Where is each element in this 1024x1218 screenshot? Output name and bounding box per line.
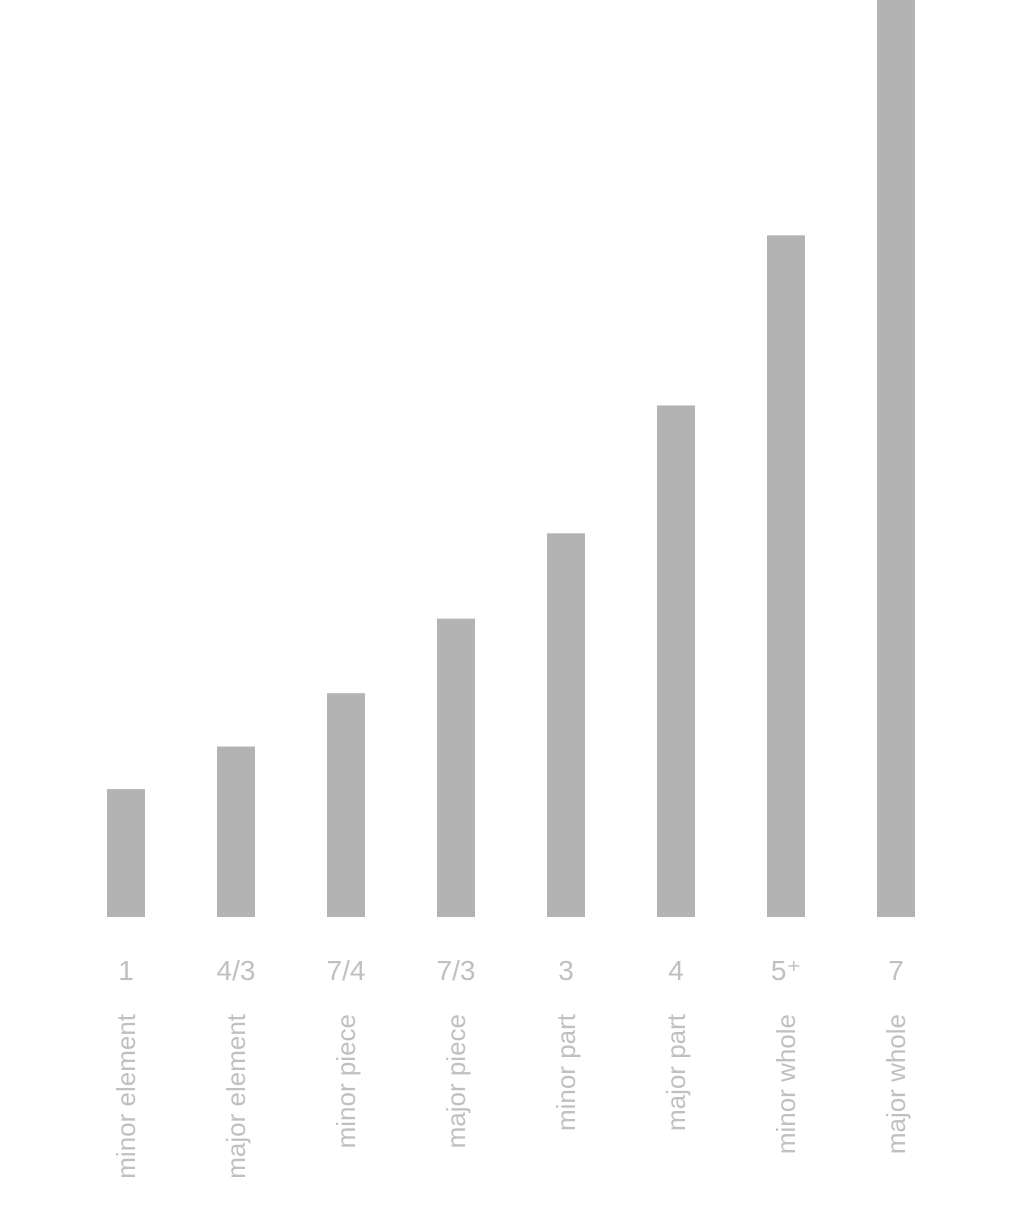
bar-major-piece — [437, 618, 475, 917]
bars-group — [107, 0, 915, 918]
bar-major-whole — [877, 0, 915, 917]
value-label: 7 — [888, 955, 904, 986]
category-label: major piece — [441, 1014, 471, 1148]
bar-minor-whole — [767, 235, 805, 918]
category-label: major whole — [881, 1014, 911, 1154]
value-label: 5⁺ — [771, 955, 801, 986]
category-label: major element — [221, 1013, 251, 1179]
category-label: minor element — [111, 1013, 141, 1179]
bar-minor-element — [107, 789, 145, 917]
bar-major-part — [657, 405, 695, 917]
bar-major-element — [217, 746, 255, 917]
category-label: major part — [661, 1013, 691, 1131]
value-label: 1 — [118, 955, 134, 986]
bar-minor-part — [547, 533, 585, 917]
value-label: 7/4 — [327, 955, 366, 986]
category-label: minor part — [551, 1013, 581, 1131]
value-label: 7/3 — [437, 955, 476, 986]
value-label: 4 — [668, 955, 684, 986]
value-label: 3 — [558, 955, 574, 986]
value-label: 4/3 — [217, 955, 256, 986]
category-label: minor piece — [331, 1014, 361, 1148]
category-labels-group: minor element major element minor piece maj… — [111, 1013, 911, 1179]
bar-minor-piece — [327, 693, 365, 917]
category-label: minor whole — [771, 1014, 801, 1154]
value-labels-group: 1 4/3 7/4 7/3 3 4 5⁺ 7 — [118, 955, 904, 986]
